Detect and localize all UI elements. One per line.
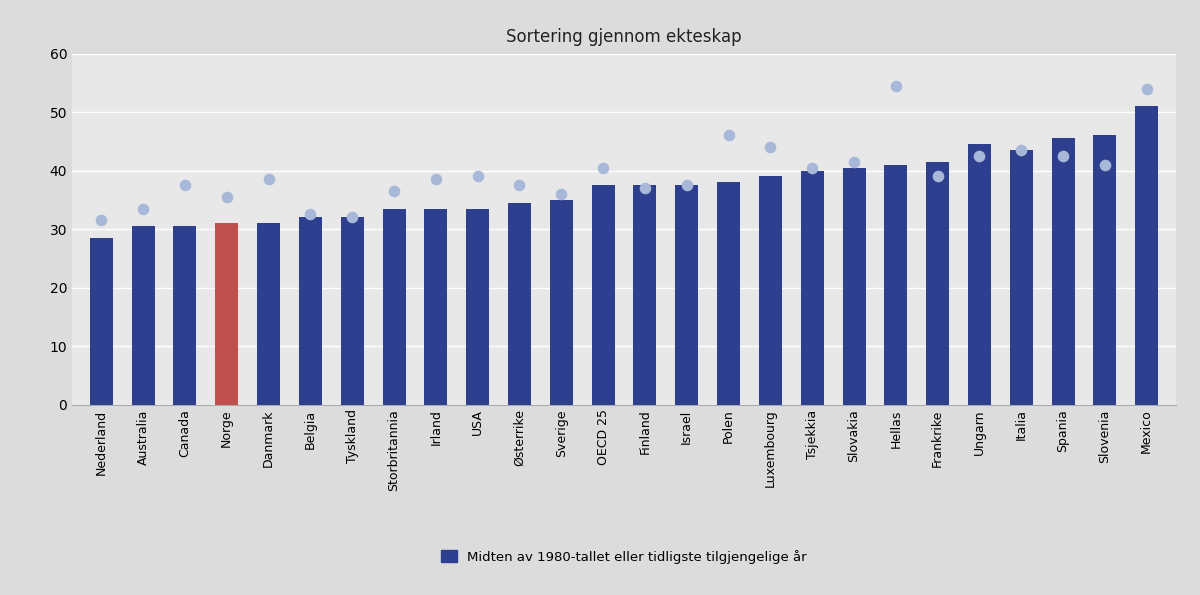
Point (1138, 84, 1157, 93)
Bar (1093, 136, 1116, 405)
Bar (508, 203, 530, 405)
Bar (341, 217, 364, 405)
Bar (926, 162, 949, 405)
Point (677, 180, 696, 190)
Title: Sortering gjennom ekteskap: Sortering gjennom ekteskap (506, 29, 742, 46)
Bar (1051, 139, 1074, 405)
Point (217, 192, 236, 202)
Bar (425, 209, 448, 405)
Point (594, 163, 613, 173)
Point (761, 142, 780, 152)
Point (803, 163, 822, 173)
Point (970, 151, 989, 161)
Bar (383, 209, 406, 405)
Point (719, 131, 738, 140)
Point (1012, 145, 1031, 155)
Bar (968, 144, 991, 405)
Bar (257, 223, 280, 405)
Point (1096, 160, 1115, 170)
Point (510, 180, 529, 190)
Point (175, 180, 194, 190)
Bar (550, 200, 572, 405)
Point (91, 215, 110, 225)
Point (384, 186, 403, 196)
Bar (842, 168, 865, 405)
Bar (884, 165, 907, 405)
Bar (466, 209, 490, 405)
Bar (215, 223, 239, 405)
Bar (1135, 106, 1158, 405)
Point (259, 174, 278, 184)
Point (1054, 151, 1073, 161)
Point (342, 212, 361, 222)
Point (301, 209, 320, 219)
Bar (634, 185, 656, 405)
Point (552, 189, 571, 199)
Bar (800, 171, 823, 405)
Bar (592, 185, 614, 405)
Point (133, 204, 152, 214)
Point (635, 183, 654, 193)
Bar (1009, 150, 1033, 405)
Bar (718, 182, 740, 405)
Bar (676, 185, 698, 405)
Point (468, 171, 487, 181)
Bar (174, 226, 197, 405)
Point (887, 81, 906, 90)
Bar (299, 217, 322, 405)
Bar (132, 226, 155, 405)
Bar (758, 176, 782, 405)
Point (928, 171, 947, 181)
Legend: Midten av 1980-tallet eller tidligste tilgjengelige år: Midten av 1980-tallet eller tidligste ti… (436, 544, 812, 569)
Point (426, 174, 445, 184)
Point (845, 157, 864, 167)
Bar (90, 238, 113, 405)
